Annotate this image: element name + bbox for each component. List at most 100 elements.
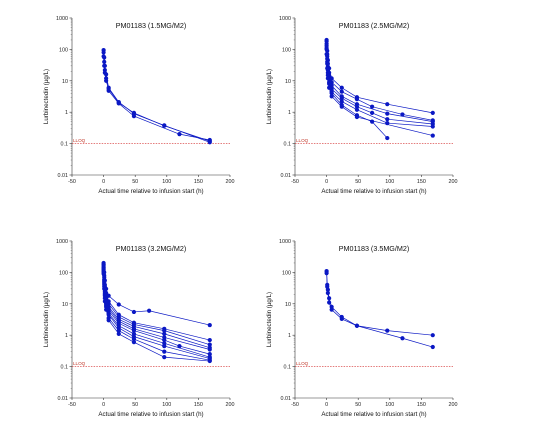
data-point: [354, 323, 360, 328]
x-tick-label: 200: [449, 179, 458, 185]
data-point: [327, 81, 332, 86]
data-point: [101, 50, 106, 55]
data-point: [101, 271, 106, 276]
y-tick-label: 10: [285, 79, 291, 85]
data-point: [430, 133, 435, 138]
data-point: [354, 114, 360, 120]
x-tick-label: 100: [162, 179, 171, 185]
x-tick-label: 150: [417, 179, 426, 185]
data-point: [385, 135, 390, 141]
y-tick-label: 1: [288, 333, 291, 339]
y-tick-label: 1000: [279, 16, 291, 22]
series-line-2: [326, 273, 433, 348]
data-point: [131, 328, 137, 333]
y-axis-label: Lurbinectedin (µg/L): [43, 69, 50, 124]
x-tick-label: 50: [355, 179, 361, 185]
data-point: [131, 340, 137, 345]
x-tick-label: -50: [291, 402, 299, 408]
data-point: [327, 296, 332, 301]
x-tick-label: 200: [226, 179, 235, 185]
data-point: [116, 328, 121, 333]
y-tick-label: 100: [59, 47, 68, 53]
y-tick-label: 100: [282, 270, 291, 276]
y-tick-label: 0.01: [58, 173, 69, 179]
x-tick-label: 50: [355, 402, 361, 408]
series-line-2: [103, 52, 210, 141]
x-tick-label: 100: [385, 402, 394, 408]
x-tick-label: 200: [226, 402, 235, 408]
series-line-4: [326, 45, 433, 125]
data-point: [354, 97, 360, 102]
data-point: [162, 349, 167, 354]
data-point: [162, 123, 167, 128]
data-point: [106, 318, 111, 323]
data-point: [131, 110, 137, 115]
data-point: [325, 66, 330, 71]
data-point: [177, 132, 182, 137]
data-point: [430, 110, 435, 115]
data-point: [329, 307, 334, 312]
data-point: [131, 337, 137, 342]
data-point: [101, 54, 106, 59]
data-point: [430, 344, 435, 350]
y-axis-label: Lurbinectedin (µg/L): [266, 69, 273, 124]
x-tick-label: 0: [102, 402, 105, 408]
lloq-label: LLOQ: [73, 138, 86, 143]
y-tick-label: 100: [282, 47, 291, 53]
x-tick-label: 100: [385, 179, 394, 185]
data-point: [339, 99, 344, 104]
y-tick-label: 10: [62, 79, 68, 85]
data-point: [339, 85, 344, 90]
chart-panel-4: -50 0 50 100 150 200 0.01 0.1 1 10 100 1000 LLOQ PM01…: [266, 239, 458, 418]
data-point: [207, 337, 212, 343]
x-tick-label: 150: [194, 179, 203, 185]
data-point: [162, 337, 167, 343]
data-point: [339, 96, 344, 101]
data-point: [131, 114, 137, 119]
data-point: [116, 100, 121, 105]
x-axis-label: Actual time relative to infusion start (…: [321, 411, 426, 418]
x-axis-label: Actual time relative to infusion start (…: [98, 188, 203, 195]
y-tick-label: 0.01: [58, 396, 69, 402]
data-point: [324, 47, 329, 52]
x-tick-label: 50: [132, 402, 138, 408]
data-point: [339, 89, 344, 94]
data-point: [131, 309, 137, 315]
data-point: [102, 286, 107, 291]
data-point: [400, 112, 405, 117]
data-point: [102, 63, 107, 68]
y-tick-label: 0.01: [281, 396, 292, 402]
data-point: [430, 124, 435, 129]
x-tick-label: -50: [291, 179, 299, 185]
data-point: [104, 78, 109, 83]
y-tick-label: 100: [59, 270, 68, 276]
y-tick-label: 1: [65, 110, 68, 116]
data-point: [324, 270, 329, 276]
data-point: [339, 316, 344, 322]
x-tick-label: 50: [132, 179, 138, 185]
data-point: [162, 328, 167, 333]
series-line-6: [326, 49, 388, 139]
chart-title: PM01183 (3.2MG/M2): [116, 244, 187, 253]
y-tick-label: 10: [285, 302, 291, 308]
data-point: [327, 300, 332, 305]
y-tick-label: 1000: [56, 16, 68, 22]
series-line-5: [103, 267, 210, 350]
chart-panel-2: -50 0 50 100 150 200 0.01 0.1 1 10 100 1000 LLOQ PM01…: [266, 16, 458, 195]
y-tick-label: 0.01: [281, 173, 292, 179]
data-point: [325, 290, 330, 296]
x-tick-label: -50: [68, 179, 76, 185]
data-point: [207, 139, 212, 144]
x-tick-label: 200: [449, 402, 458, 408]
x-tick-label: 0: [102, 179, 105, 185]
data-point: [104, 307, 109, 312]
data-point: [430, 333, 435, 338]
x-axis-label: Actual time relative to infusion start (…: [321, 188, 426, 195]
data-point: [385, 102, 390, 107]
chart-title: PM01183 (3.5MG/M2): [339, 244, 410, 253]
data-point: [106, 86, 111, 92]
chart-title: PM01183 (1.5MG/M2): [116, 21, 187, 30]
y-tick-label: 0.1: [61, 365, 69, 371]
y-axis-label: Lurbinectedin (µg/L): [43, 292, 50, 347]
